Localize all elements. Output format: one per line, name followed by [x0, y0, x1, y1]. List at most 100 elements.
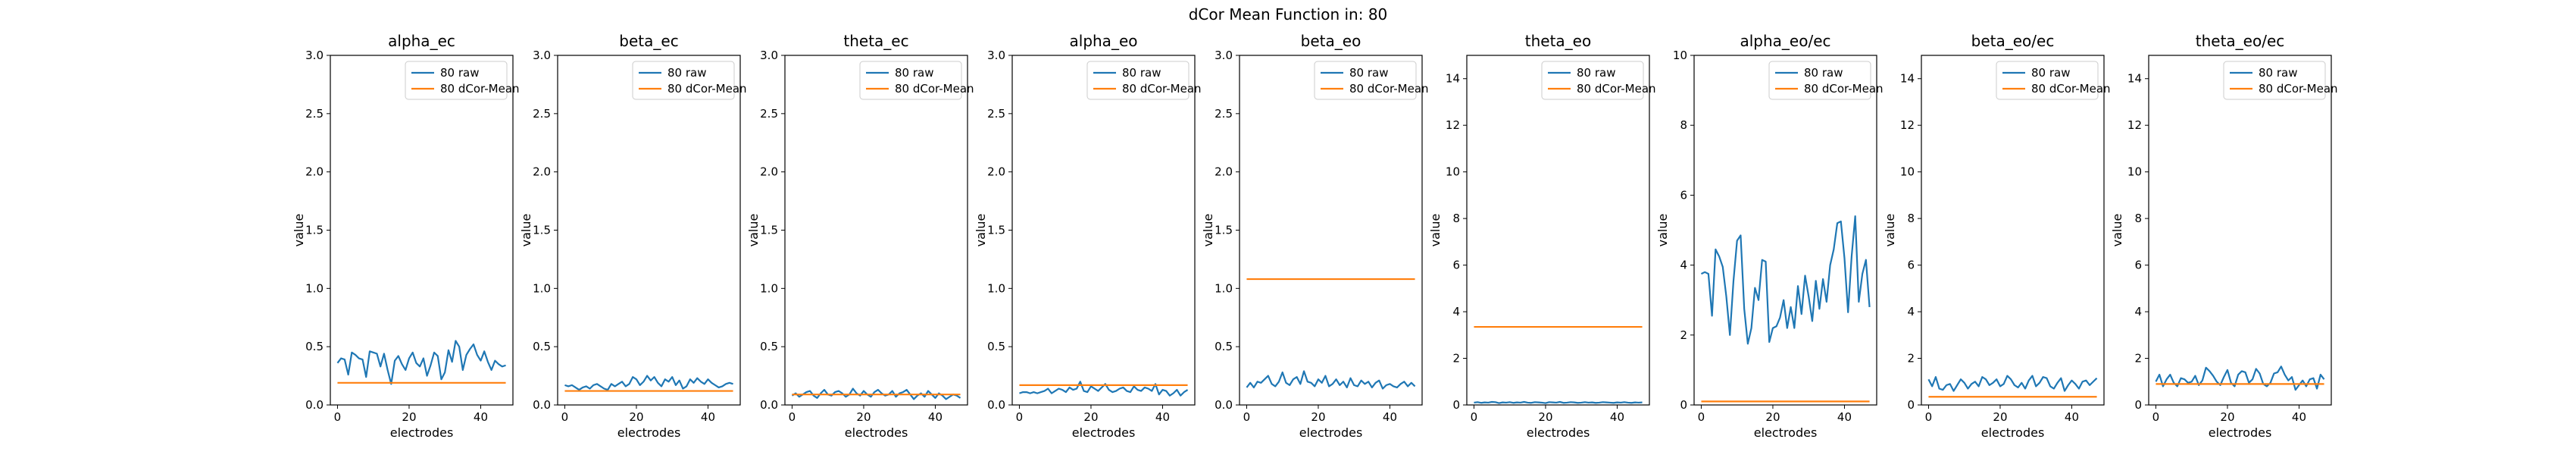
y-tick-label: 2.5 — [987, 107, 1005, 121]
y-tick-label: 1.5 — [305, 224, 324, 237]
legend-label: 80 raw — [2259, 66, 2297, 80]
y-tick-label: 6 — [1680, 188, 1687, 202]
axes-frame — [784, 55, 968, 406]
legend: 80 raw 80 dCor-Mean — [1768, 61, 1884, 100]
y-tick-label: 0.5 — [533, 340, 551, 353]
y-tick-label: 1.5 — [1215, 224, 1233, 237]
y-tick-label: 8 — [2134, 212, 2142, 225]
series-line-raw — [1700, 215, 1871, 345]
legend: 80 raw 80 dCor-Mean — [2223, 61, 2338, 100]
y-tick-label: 2.0 — [305, 165, 324, 179]
x-tick-label: 40 — [1383, 410, 1397, 424]
x-tick-label: 40 — [701, 410, 715, 424]
x-tick-label: 40 — [474, 410, 488, 424]
x-axis-label: electrodes — [1072, 425, 1136, 440]
y-tick-label: 14 — [1446, 72, 1460, 86]
y-tick-label: 0.5 — [760, 340, 778, 353]
x-axis-label: electrodes — [1299, 425, 1363, 440]
y-tick-label: 1.0 — [533, 281, 551, 295]
y-tick-label: 0.0 — [533, 398, 551, 412]
legend: 80 raw 80 dCor-Mean — [859, 61, 974, 100]
axes-frame — [1921, 55, 2105, 406]
subplot-title: beta_eo — [1301, 32, 1361, 50]
y-tick-label: 12 — [2127, 118, 2142, 132]
y-tick-label: 4 — [2134, 305, 2142, 318]
legend-box — [1086, 61, 1190, 100]
x-tick-label: 20 — [2220, 410, 2234, 424]
x-tick-label: 40 — [1837, 410, 1852, 424]
y-tick-label: 1.5 — [533, 224, 551, 237]
y-tick-label: 1.0 — [305, 281, 324, 295]
x-tick-label: 40 — [928, 410, 943, 424]
y-axis-label: value — [1428, 214, 1443, 247]
y-tick-label: 3.0 — [1215, 49, 1233, 62]
legend-box — [1768, 61, 1871, 100]
legend: 80 raw 80 dCor-Mean — [405, 61, 520, 100]
y-tick-label: 2.5 — [533, 107, 551, 121]
x-tick-label: 20 — [1765, 410, 1780, 424]
x-tick-label: 40 — [1155, 410, 1170, 424]
y-tick-label: 1.5 — [760, 224, 778, 237]
legend-label: 80 raw — [895, 66, 933, 80]
x-tick-label: 0 — [561, 410, 569, 424]
series-line-raw — [564, 375, 733, 391]
subplot-5: beta_eo 0 20 40 0.0 0.5 1.0 1.5 2.0 2.5 3.0 electro… — [1201, 32, 1429, 440]
y-axis-label: value — [2110, 214, 2124, 247]
series-line-raw — [1474, 400, 1643, 404]
legend-label: 80 raw — [1122, 66, 1161, 80]
x-tick-label: 20 — [1083, 410, 1098, 424]
legend-label: 80 dCor-Mean — [667, 82, 747, 96]
y-tick-label: 10 — [1446, 165, 1460, 179]
figure-suptitle: dCor Mean Function in: 80 — [1189, 5, 1388, 24]
y-tick-label: 0.0 — [305, 398, 324, 412]
y-tick-label: 8 — [1680, 118, 1687, 132]
subplots: alpha_ec0 20 400.00.51.01.52.02.53.0electr… — [292, 32, 2338, 440]
y-tick-label: 4 — [1907, 305, 1915, 318]
y-tick-label: 2.5 — [1215, 107, 1233, 121]
y-tick-label: 3.0 — [987, 49, 1005, 62]
legend-box — [1996, 61, 2099, 100]
legend-box — [1541, 61, 1644, 100]
legend: 80 raw 80 dCor-Mean — [1314, 61, 1429, 100]
x-tick-label: 20 — [856, 410, 871, 424]
y-tick-label: 1.0 — [1215, 281, 1233, 295]
legend-label: 80 dCor-Mean — [2259, 82, 2338, 96]
legend: 80 raw 80 dCor-Mean — [1996, 61, 2111, 100]
y-tick-label: 2.0 — [533, 165, 551, 179]
x-tick-label: 0 — [1016, 410, 1024, 424]
y-tick-label: 4 — [1680, 259, 1687, 272]
x-tick-label: 0 — [2152, 410, 2160, 424]
x-tick-label: 20 — [629, 410, 643, 424]
legend-label: 80 dCor-Mean — [1122, 82, 1202, 96]
y-tick-label: 0 — [1907, 398, 1915, 412]
y-tick-label: 3.0 — [760, 49, 778, 62]
y-tick-label: 14 — [1900, 72, 1915, 86]
subplot-2: beta_ec 0 20 40 0.0 0.5 1.0 1.5 2.0 2.5 3.0 electro… — [519, 32, 747, 440]
x-tick-label: 0 — [1925, 410, 1933, 424]
legend-label: 80 raw — [1349, 66, 1388, 80]
y-tick-label: 10 — [2127, 165, 2142, 179]
x-axis-label: electrodes — [1981, 425, 2045, 440]
subplot-6: theta_eo 0 20 40 0 2 4 6 8 10 12 14 electrodes value 8… — [1428, 32, 1656, 440]
x-tick-label: 0 — [1243, 410, 1251, 424]
legend-label: 80 raw — [1804, 66, 1843, 80]
x-axis-label: electrodes — [845, 425, 908, 440]
y-tick-label: 0 — [1452, 398, 1460, 412]
y-tick-label: 8 — [1452, 212, 1460, 225]
y-tick-label: 2.5 — [760, 107, 778, 121]
series-line-raw — [1246, 370, 1416, 390]
y-axis-label: value — [519, 214, 533, 247]
x-tick-label: 40 — [1610, 410, 1624, 424]
x-tick-label: 0 — [1698, 410, 1705, 424]
series-line-raw — [1927, 375, 2098, 392]
x-tick-label: 20 — [402, 410, 416, 424]
legend-label: 80 dCor-Mean — [440, 82, 520, 96]
subplot-title: theta_eo/ec — [2196, 32, 2285, 50]
x-tick-label: 20 — [1993, 410, 2007, 424]
y-tick-label: 2 — [1452, 352, 1460, 366]
y-tick-label: 14 — [2127, 72, 2142, 86]
x-tick-label: 20 — [1538, 410, 1552, 424]
subplot-title: alpha_ec — [388, 32, 455, 50]
y-axis-label: value — [1883, 214, 1897, 247]
legend-box — [1314, 61, 1417, 100]
